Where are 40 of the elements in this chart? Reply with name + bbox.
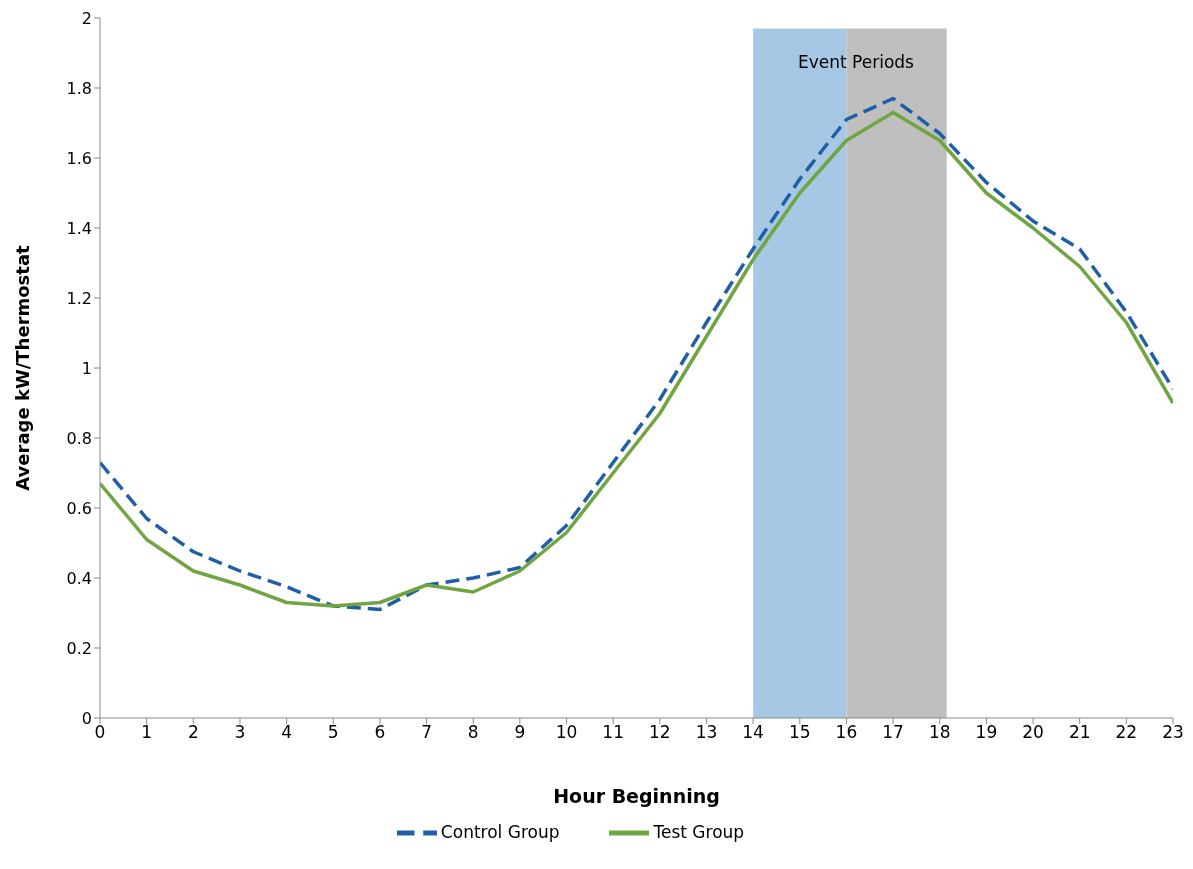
- x-tick-label: 4: [281, 722, 293, 743]
- x-tick-label: 23: [1162, 722, 1184, 743]
- x-tick-label: 19: [975, 722, 998, 743]
- legend-label: Control Group: [440, 822, 560, 842]
- x-tick-label: 8: [467, 722, 479, 743]
- x-tick-label: 2: [187, 722, 199, 743]
- x-tick-label: 0: [94, 722, 106, 743]
- x-tick-label: 9: [514, 722, 526, 743]
- x-axis-title: Hour Beginning: [553, 785, 720, 807]
- y-tick-label: 0.6: [66, 498, 92, 518]
- y-tick-label: 1.2: [66, 288, 92, 308]
- y-tick-label: 0.2: [66, 638, 92, 658]
- x-tick-label: 20: [1022, 722, 1044, 743]
- y-tick-label: 0.4: [66, 568, 92, 588]
- legend-label: Test Group: [653, 822, 745, 842]
- x-tick-label: 1: [141, 722, 153, 743]
- y-tick-label: 0.8: [66, 428, 92, 448]
- y-tick-label: 1: [81, 358, 92, 378]
- x-tick-label: 15: [788, 722, 811, 743]
- x-tick-label: 10: [555, 722, 578, 743]
- x-tick-label: 22: [1115, 722, 1138, 743]
- y-tick-label: 0: [81, 708, 92, 728]
- annotation: Event Periods: [798, 52, 914, 72]
- x-tick-label: 3: [234, 722, 246, 743]
- x-tick-label: 11: [602, 722, 624, 743]
- x-tick-label: 17: [882, 722, 904, 743]
- y-axis-title: Average kW/Thermostat: [12, 244, 34, 491]
- y-tick-label: 1.8: [66, 78, 92, 98]
- x-tick-label: 12: [649, 722, 671, 743]
- x-tick-label: 6: [374, 722, 386, 743]
- x-tick-label: 7: [421, 722, 432, 743]
- x-tick-label: 13: [695, 722, 718, 743]
- x-tick-label: 21: [1068, 722, 1091, 743]
- y-tick-label: 1.6: [66, 148, 92, 168]
- x-tick-label: 14: [742, 722, 764, 743]
- x-tick-label: 5: [327, 722, 339, 743]
- x-tick-label: 18: [928, 722, 951, 743]
- y-tick-label: 1.4: [66, 218, 92, 238]
- y-tick-label: 2: [81, 8, 92, 28]
- x-tick-label: 16: [835, 722, 858, 743]
